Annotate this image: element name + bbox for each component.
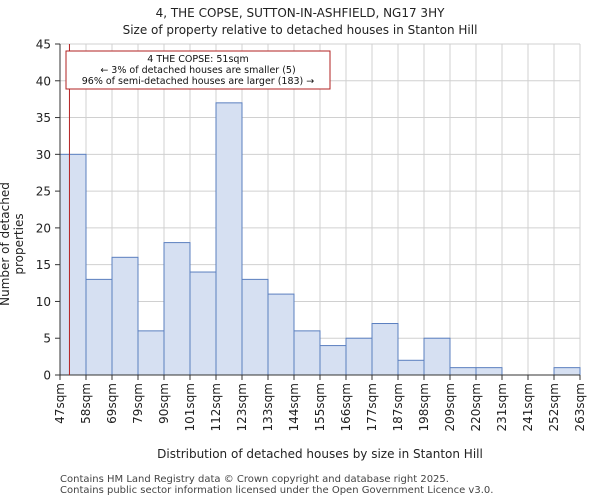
histogram-bar	[241, 278, 269, 376]
histogram-bar	[397, 359, 425, 376]
histogram-bar	[267, 293, 295, 376]
y-axis-label: Number of detached properties	[0, 182, 26, 306]
x-tick-label: 112sqm	[209, 383, 223, 431]
chart-subtitle: Size of property relative to detached ho…	[122, 23, 478, 37]
x-tick-label: 263sqm	[573, 383, 587, 431]
marker-layer: 4 THE COPSE: 51sqm← 3% of detached house…	[65, 44, 331, 375]
y-tick-label: 0	[43, 369, 51, 383]
x-tick-label: 177sqm	[365, 383, 379, 431]
y-tick-label: 40	[36, 74, 51, 88]
chart-title: 4, THE COPSE, SUTTON-IN-ASHFIELD, NG17 3…	[155, 6, 445, 20]
x-tick-label: 133sqm	[261, 383, 275, 431]
x-tick-label: 166sqm	[339, 383, 353, 431]
histogram-bar	[293, 330, 321, 376]
histogram-bar	[345, 337, 373, 376]
histogram-bar	[111, 256, 139, 376]
histogram-bar	[163, 242, 191, 376]
histogram-bar	[85, 278, 113, 376]
x-tick-label: 198sqm	[417, 383, 431, 431]
histogram-bar	[189, 271, 217, 376]
annotation-line: 4 THE COPSE: 51sqm	[147, 54, 248, 65]
annotation-line: ← 3% of detached houses are smaller (5)	[100, 65, 295, 76]
footer-line-2: Contains public sector information licen…	[60, 485, 494, 496]
y-tick-label: 20	[36, 221, 51, 235]
histogram-bar	[371, 323, 399, 376]
y-tick-label: 45	[36, 38, 51, 52]
x-tick-label: 47sqm	[53, 383, 67, 424]
x-tick-label: 252sqm	[547, 383, 561, 431]
histogram-bar	[553, 367, 581, 376]
x-tick-label: 69sqm	[105, 383, 119, 424]
histogram-bar	[423, 337, 451, 376]
histogram-bar	[319, 345, 347, 376]
axis-layer: 0 5 10 15 20 25 30 35 40 45 47sqm 58sqm 69sqm 79sqm 90…	[36, 38, 587, 432]
x-tick-label: 144sqm	[287, 383, 301, 431]
footer-line-1: Contains HM Land Registry data © Crown c…	[60, 474, 449, 485]
x-tick-label: 79sqm	[131, 383, 145, 424]
annotation-box	[65, 50, 331, 90]
histogram-bar	[475, 367, 503, 376]
x-tick-label: 241sqm	[521, 383, 535, 431]
x-tick-label: 90sqm	[157, 383, 171, 424]
y-tick-label: 15	[36, 258, 51, 272]
annotation-line: 96% of semi-detached houses are larger (…	[82, 76, 315, 87]
x-tick-label: 155sqm	[313, 383, 327, 431]
histogram-bar	[137, 330, 165, 376]
x-tick-label: 187sqm	[391, 383, 405, 431]
y-tick-label: 5	[43, 332, 51, 346]
x-tick-label: 220sqm	[469, 383, 483, 431]
x-tick-label: 123sqm	[235, 383, 249, 431]
y-tick-label: 10	[36, 295, 51, 309]
y-tick-label: 25	[36, 185, 51, 199]
x-tick-label: 231sqm	[495, 383, 509, 431]
histogram-bar	[59, 153, 87, 376]
bars-layer	[59, 102, 581, 376]
x-tick-label: 101sqm	[183, 383, 197, 431]
x-tick-label: 58sqm	[79, 383, 93, 424]
histogram-bar	[215, 102, 243, 376]
y-tick-label: 35	[36, 111, 51, 125]
x-tick-label: 209sqm	[443, 383, 457, 431]
x-axis-label: Distribution of detached houses by size …	[157, 447, 483, 461]
y-tick-label: 30	[36, 148, 51, 162]
histogram-bar	[449, 367, 477, 376]
